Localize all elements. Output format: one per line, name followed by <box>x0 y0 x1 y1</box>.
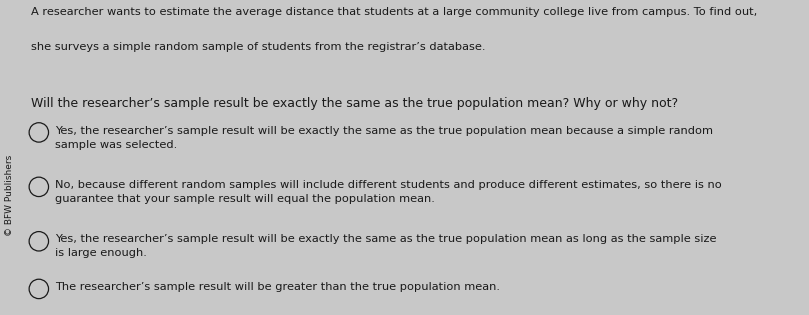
Text: Will the researcher’s sample result be exactly the same as the true population m: Will the researcher’s sample result be e… <box>31 97 678 110</box>
Text: A researcher wants to estimate the average distance that students at a large com: A researcher wants to estimate the avera… <box>31 7 757 17</box>
Text: Yes, the researcher’s sample result will be exactly the same as the true populat: Yes, the researcher’s sample result will… <box>55 234 717 259</box>
Text: The researcher’s sample result will be greater than the true population mean.: The researcher’s sample result will be g… <box>55 282 500 292</box>
Text: © BFW Publishers: © BFW Publishers <box>5 155 15 236</box>
Text: she surveys a simple random sample of students from the registrar’s database.: she surveys a simple random sample of st… <box>31 42 485 52</box>
Text: No, because different random samples will include different students and produce: No, because different random samples wil… <box>55 180 722 204</box>
Text: Yes, the researcher’s sample result will be exactly the same as the true populat: Yes, the researcher’s sample result will… <box>55 126 713 150</box>
